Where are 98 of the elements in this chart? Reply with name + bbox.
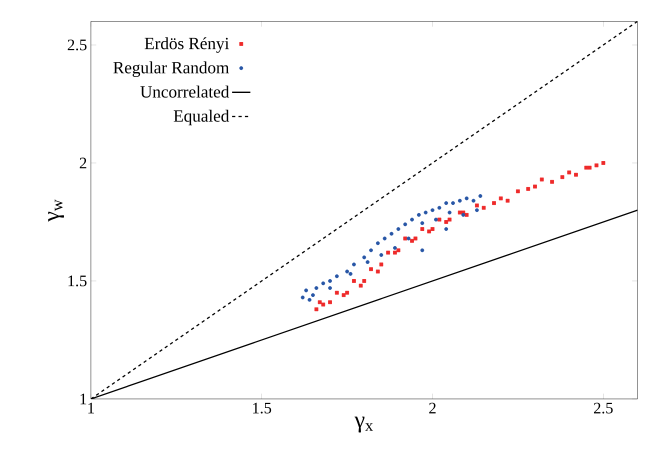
point (358, 284, 363, 288)
point (345, 269, 350, 274)
legend-label: Uncorrelated (140, 85, 230, 98)
legend-label: Regular Random (113, 61, 230, 77)
point (362, 255, 366, 260)
point (396, 226, 400, 231)
point (379, 262, 384, 266)
point (321, 281, 326, 286)
point (396, 248, 400, 252)
point (403, 236, 408, 240)
point (584, 166, 588, 170)
point (482, 206, 486, 210)
point (464, 212, 469, 217)
point (393, 246, 397, 250)
point (342, 293, 346, 297)
point (345, 290, 350, 295)
point (506, 198, 510, 202)
point (300, 295, 305, 300)
x-tick-label: 1 (88, 402, 94, 414)
point (458, 198, 462, 202)
point (420, 226, 424, 231)
legend-label: Equaled (174, 110, 230, 126)
point (328, 300, 332, 304)
x-tick-label: 2 (429, 402, 436, 414)
point (416, 212, 421, 217)
y-tick-label: 1 (80, 394, 86, 404)
x-tick-label: 1.5 (253, 402, 272, 414)
y-tick-label: 2.5 (68, 39, 87, 50)
point (420, 221, 424, 225)
point (430, 208, 434, 212)
point (393, 250, 397, 254)
point (382, 236, 387, 240)
point (472, 198, 476, 202)
point (427, 229, 432, 234)
point (406, 236, 411, 240)
point (424, 210, 428, 214)
point (311, 293, 315, 297)
point (386, 250, 390, 254)
point (448, 218, 452, 222)
point (540, 177, 544, 182)
x-tick-label: 2.5 (594, 402, 613, 414)
point (444, 226, 448, 231)
point (334, 290, 339, 295)
point (444, 220, 448, 224)
point (451, 201, 455, 205)
point (516, 189, 520, 194)
point (560, 175, 564, 179)
point (376, 269, 380, 274)
point (410, 218, 414, 222)
point (444, 201, 448, 205)
point (348, 272, 352, 276)
legend-label: Erdös Rényi (144, 37, 229, 53)
point (414, 236, 418, 240)
point (369, 267, 373, 271)
point (369, 248, 373, 252)
point (574, 172, 578, 177)
point (474, 208, 479, 212)
y-tick-label: 2 (80, 158, 86, 168)
point (526, 186, 530, 191)
point (420, 248, 424, 252)
point (594, 163, 598, 168)
point (318, 300, 322, 304)
point (314, 307, 318, 312)
point (492, 201, 496, 205)
point (352, 262, 356, 266)
point (461, 212, 466, 217)
point (448, 210, 452, 214)
point (567, 170, 572, 174)
point (328, 278, 332, 283)
point (390, 232, 394, 236)
point (601, 160, 606, 165)
point (314, 286, 318, 290)
point (434, 218, 438, 222)
point (334, 274, 339, 278)
point (328, 286, 332, 290)
point (376, 241, 380, 245)
point (403, 222, 408, 226)
point (464, 196, 469, 200)
point (321, 302, 326, 306)
point (366, 260, 370, 264)
x-axis-title: γ$_{x}$ (354, 416, 374, 432)
point (437, 206, 442, 210)
point (430, 226, 434, 231)
point (304, 288, 308, 292)
y-tick-label: 1.5 (68, 275, 87, 286)
point (379, 252, 384, 257)
y-axis-title: γ$_{w}$ (48, 199, 64, 222)
point (478, 194, 482, 198)
point (588, 166, 592, 170)
point (308, 298, 312, 302)
point (410, 238, 414, 243)
point (533, 184, 537, 188)
point (550, 180, 554, 184)
point (352, 278, 356, 283)
point (474, 203, 479, 208)
point (362, 278, 366, 283)
point (498, 196, 503, 200)
point (437, 218, 442, 222)
